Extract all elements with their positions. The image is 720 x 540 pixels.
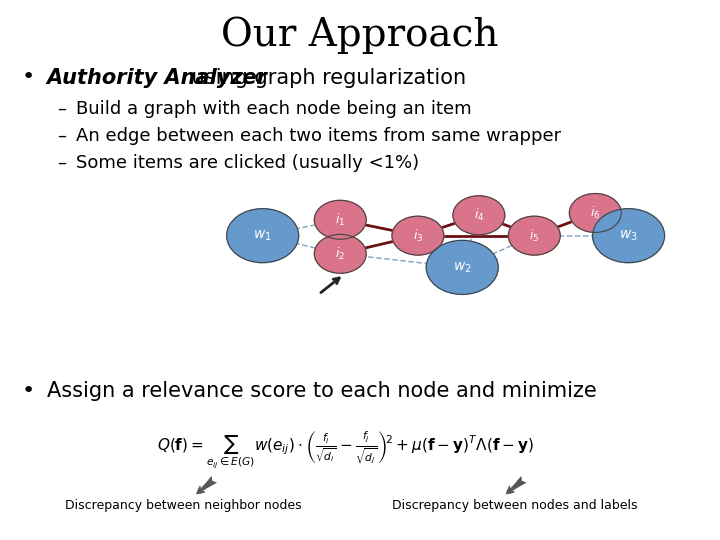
Circle shape bbox=[426, 240, 498, 294]
Text: An edge between each two items from same wrapper: An edge between each two items from same… bbox=[76, 127, 561, 145]
Circle shape bbox=[453, 196, 505, 235]
Text: $i_6$: $i_6$ bbox=[590, 205, 600, 221]
Text: $w_1$: $w_1$ bbox=[253, 228, 272, 243]
Circle shape bbox=[593, 208, 665, 262]
Text: Some items are clicked (usually <1%): Some items are clicked (usually <1%) bbox=[76, 154, 419, 172]
Text: $i_3$: $i_3$ bbox=[413, 227, 423, 244]
Text: Assign a relevance score to each node and minimize: Assign a relevance score to each node an… bbox=[47, 381, 597, 401]
Text: using graph regularization: using graph regularization bbox=[185, 68, 466, 87]
Text: •: • bbox=[22, 381, 35, 401]
Text: $Q(\mathbf{f}) = \sum_{e_{ij}\in E(G)} w(e_{ij})\cdot\left(\frac{f_i}{\sqrt{d_i}: $Q(\mathbf{f}) = \sum_{e_{ij}\in E(G)} w… bbox=[157, 429, 534, 470]
Circle shape bbox=[315, 234, 366, 273]
Text: $i_1$: $i_1$ bbox=[336, 212, 346, 228]
Text: $w_2$: $w_2$ bbox=[453, 260, 472, 275]
Text: –: – bbox=[58, 154, 66, 172]
Text: –: – bbox=[58, 100, 66, 118]
Text: $i_4$: $i_4$ bbox=[474, 207, 484, 224]
Text: Authority Analyzer: Authority Analyzer bbox=[47, 68, 268, 87]
Circle shape bbox=[508, 216, 560, 255]
Text: –: – bbox=[58, 127, 66, 145]
Text: $i_5$: $i_5$ bbox=[529, 227, 539, 244]
Text: Build a graph with each node being an item: Build a graph with each node being an it… bbox=[76, 100, 471, 118]
Text: Our Approach: Our Approach bbox=[221, 16, 499, 53]
Text: Discrepancy between neighbor nodes: Discrepancy between neighbor nodes bbox=[66, 500, 302, 512]
Text: $w_3$: $w_3$ bbox=[619, 228, 638, 243]
Circle shape bbox=[227, 208, 299, 262]
Circle shape bbox=[315, 200, 366, 239]
Text: •: • bbox=[22, 68, 35, 87]
Circle shape bbox=[570, 193, 621, 232]
Text: Discrepancy between nodes and labels: Discrepancy between nodes and labels bbox=[392, 500, 637, 512]
Text: $i_2$: $i_2$ bbox=[336, 246, 346, 262]
Circle shape bbox=[392, 216, 444, 255]
